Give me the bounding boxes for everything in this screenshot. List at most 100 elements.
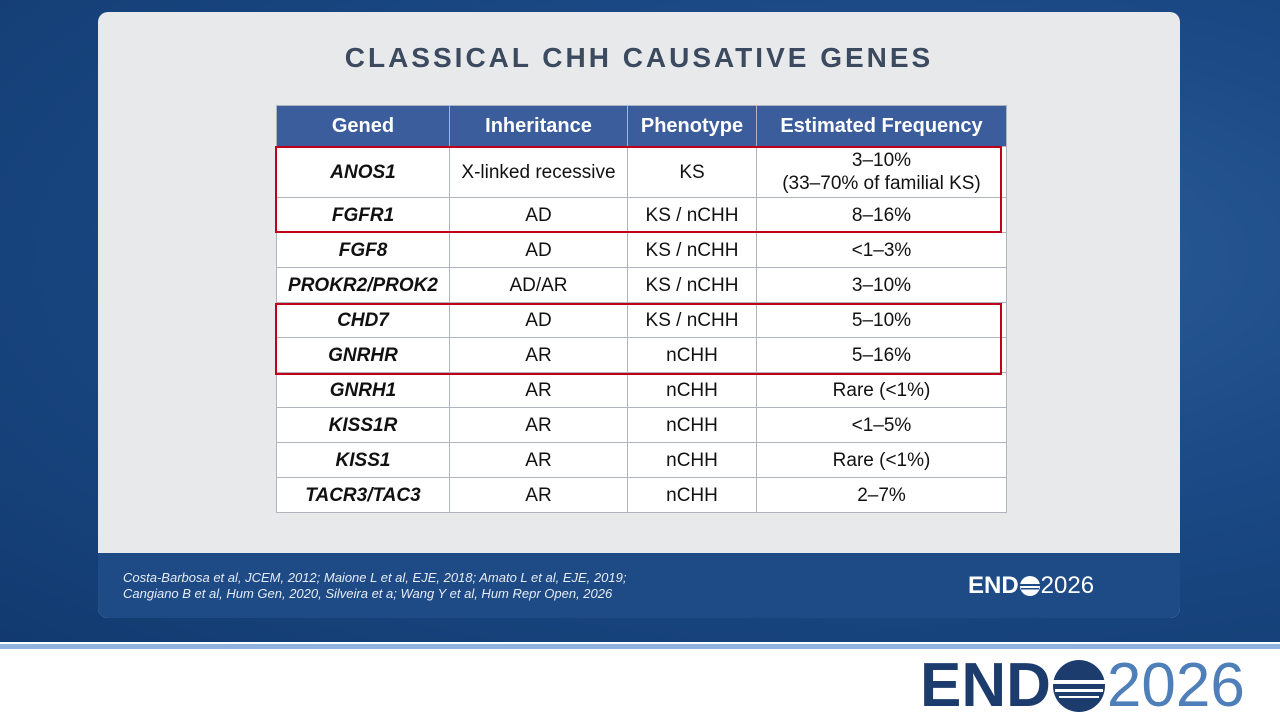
cell-text: ANOS1 bbox=[330, 161, 396, 183]
cell-text: nCHH bbox=[666, 414, 718, 436]
cell-text: <1–5% bbox=[851, 414, 912, 436]
column-header: Gened bbox=[276, 105, 450, 147]
table-row: GNRHR AR nCHH 5–16% bbox=[276, 337, 1007, 373]
column-header: Inheritance bbox=[449, 105, 628, 147]
cell-text: KS / nCHH bbox=[645, 274, 739, 296]
table-cell: KS / nCHH bbox=[627, 267, 757, 303]
cell-text: CHD7 bbox=[337, 309, 389, 331]
logo-globe bbox=[1019, 576, 1040, 596]
table-cell: KISS1 bbox=[276, 442, 450, 478]
cell-text: KS / nCHH bbox=[645, 309, 739, 331]
cell-text: nCHH bbox=[666, 344, 718, 366]
cell-text: X-linked recessive bbox=[461, 161, 616, 183]
table-cell: GNRH1 bbox=[276, 372, 450, 408]
table-cell: GNRHR bbox=[276, 337, 450, 373]
table-cell: <1–3% bbox=[756, 232, 1007, 268]
cell-text: KS / nCHH bbox=[645, 239, 739, 261]
cell-text: KISS1R bbox=[328, 414, 398, 436]
table-cell: KISS1R bbox=[276, 407, 450, 443]
divider bbox=[0, 644, 1280, 649]
table-cell: TACR3/TAC3 bbox=[276, 477, 450, 513]
cell-text: FGF8 bbox=[338, 239, 388, 261]
table-header: Gened Inheritance Phenotype Estimated Frequ… bbox=[276, 105, 1007, 147]
table-cell: <1–5% bbox=[756, 407, 1007, 443]
table-cell: AR bbox=[449, 442, 628, 478]
table-cell: X-linked recessive bbox=[449, 146, 628, 198]
table-row: GNRH1 AR nCHH Rare (<1%) bbox=[276, 372, 1007, 408]
cell-text: 2–7% bbox=[857, 484, 906, 506]
cell-text: KS / nCHH bbox=[645, 204, 739, 226]
column-header: Estimated Frequency bbox=[756, 105, 1007, 147]
cell-text: AR bbox=[525, 344, 552, 366]
cell-text: AD bbox=[525, 309, 552, 331]
cell-text: GNRHR bbox=[328, 344, 398, 366]
table-cell: 3–10% (33–70% of familial KS) bbox=[756, 146, 1007, 198]
cell-text: AD/AR bbox=[509, 274, 568, 296]
table-row: KISS1 AR nCHH Rare (<1%) bbox=[276, 442, 1007, 478]
cell-text: TACR3/TAC3 bbox=[305, 484, 421, 506]
cell-text: AR bbox=[525, 449, 552, 471]
table-cell: AR bbox=[449, 372, 628, 408]
table-cell: KS / nCHH bbox=[627, 302, 757, 338]
cell-text: <1–3% bbox=[851, 239, 912, 261]
logo-text: 2026 bbox=[1106, 651, 1245, 720]
table-row: TACR3/TAC3 AR nCHH 2–7% bbox=[276, 477, 1007, 513]
logo: END 2026 bbox=[968, 572, 1094, 600]
table-cell: 3–10% bbox=[756, 267, 1007, 303]
table-body: ANOS1 X-linked recessive KS 3–10% (33–70% of… bbox=[276, 146, 1007, 513]
slide-footer bbox=[98, 553, 1180, 618]
table-cell: AD bbox=[449, 232, 628, 268]
cell-text: nCHH bbox=[666, 449, 718, 471]
table-cell: 2–7% bbox=[756, 477, 1007, 513]
gene-table: Gened Inheritance Phenotype Estimated Frequ… bbox=[276, 105, 1007, 513]
table-cell: AR bbox=[449, 337, 628, 373]
logo-globe bbox=[1052, 659, 1105, 712]
table-row: FGF8 AD KS / nCHH <1–3% bbox=[276, 232, 1007, 268]
cell-text: AR bbox=[525, 484, 552, 506]
logo-text: END bbox=[920, 651, 1051, 720]
citation: Costa-Barbosa et al, JCEM, 2012; Maione … bbox=[123, 570, 626, 602]
cell-text: Rare (<1%) bbox=[832, 379, 931, 401]
table-row: PROKR2/PROK2 AD/AR KS / nCHH 3–10% bbox=[276, 267, 1007, 303]
slide-card: CLASSICAL CHH CAUSATIVE GENES Gened Inher… bbox=[98, 12, 1180, 618]
logo-text: 2026 bbox=[1040, 572, 1095, 599]
cell-text: 5–10% bbox=[851, 309, 912, 331]
cell-text: nCHH bbox=[666, 379, 718, 401]
cell-text: AR bbox=[525, 414, 552, 436]
citation-line: Cangiano B et al, Hum Gen, 2020, Silveir… bbox=[123, 586, 613, 601]
table-cell: nCHH bbox=[627, 407, 757, 443]
table-cell: PROKR2/PROK2 bbox=[276, 267, 450, 303]
cell-text: 3–10% bbox=[851, 150, 912, 171]
cell-text: GNRH1 bbox=[329, 379, 397, 401]
table-cell: ANOS1 bbox=[276, 146, 450, 198]
table-cell: FGFR1 bbox=[276, 197, 450, 233]
cell-text: Rare (<1%) bbox=[832, 449, 931, 471]
banner-logo: END 2026 bbox=[920, 650, 1245, 721]
cell-text: AR bbox=[525, 379, 552, 401]
table-cell: nCHH bbox=[627, 442, 757, 478]
logo-text: END bbox=[968, 572, 1019, 599]
cell-text: AD bbox=[525, 239, 552, 261]
table-cell: KS bbox=[627, 146, 757, 198]
slide-title: CLASSICAL CHH CAUSATIVE GENES bbox=[344, 42, 934, 73]
table-cell: Rare (<1%) bbox=[756, 442, 1007, 478]
table-cell: AD/AR bbox=[449, 267, 628, 303]
table-cell: KS / nCHH bbox=[627, 232, 757, 268]
cell-text: KS bbox=[679, 161, 705, 183]
cell-text: 8–16% bbox=[851, 204, 912, 226]
highlight-box bbox=[275, 146, 1002, 233]
cell-text: 5–16% bbox=[851, 344, 912, 366]
table-cell: nCHH bbox=[627, 337, 757, 373]
cell-text: KISS1 bbox=[335, 449, 391, 471]
cell-text: FGFR1 bbox=[331, 204, 395, 226]
cell-text: 3–10% bbox=[851, 274, 912, 296]
table-row: ANOS1 X-linked recessive KS 3–10% (33–70% of… bbox=[276, 146, 1007, 198]
table-cell: nCHH bbox=[627, 477, 757, 513]
table-cell: nCHH bbox=[627, 372, 757, 408]
table-cell: AD bbox=[449, 197, 628, 233]
cell-text: (33–70% of familial KS) bbox=[782, 173, 981, 194]
cell-text: PROKR2/PROK2 bbox=[288, 274, 438, 296]
citation-line: Costa-Barbosa et al, JCEM, 2012; Maione … bbox=[123, 570, 627, 585]
table-row: KISS1R AR nCHH <1–5% bbox=[276, 407, 1007, 443]
